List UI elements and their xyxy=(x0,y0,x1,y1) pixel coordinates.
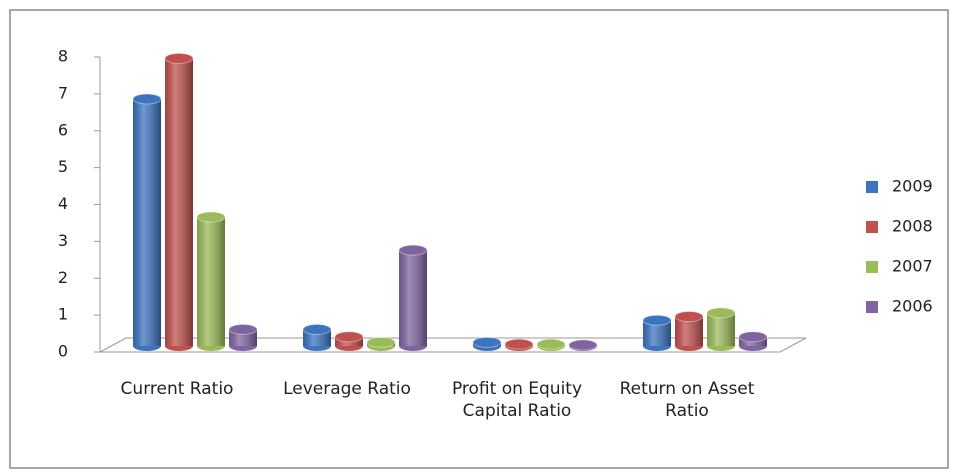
legend-swatch xyxy=(866,181,878,193)
legend-label: 2008 xyxy=(892,217,933,236)
bar xyxy=(738,331,768,351)
x-tick-label: Leverage Ratio xyxy=(283,379,411,399)
x-tick-label: Profit on Equity Capital Ratio xyxy=(451,379,583,421)
bar-shade xyxy=(165,58,193,346)
bar-top xyxy=(536,338,566,350)
y-tick-label: 1 xyxy=(58,305,68,324)
bar-top xyxy=(568,339,598,351)
x-tick-label: Return on Asset Ratio xyxy=(619,379,755,421)
y-tick-label: 4 xyxy=(58,194,68,213)
bar-top xyxy=(196,211,226,223)
y-tick-label: 8 xyxy=(58,47,68,66)
bar-shade xyxy=(133,98,161,346)
bar xyxy=(642,314,672,351)
bar xyxy=(504,338,534,351)
bar-top xyxy=(398,244,428,256)
bar xyxy=(706,307,736,351)
bar xyxy=(472,336,502,351)
bar xyxy=(366,336,396,351)
legend-label: 2009 xyxy=(892,177,933,196)
bar xyxy=(132,93,162,351)
legend-swatch xyxy=(866,261,878,273)
bar xyxy=(302,323,332,351)
bar-shade xyxy=(707,312,735,346)
bar-shade xyxy=(399,250,427,346)
bar-top xyxy=(504,338,534,350)
bar xyxy=(334,331,364,351)
bar-shade xyxy=(197,216,225,346)
y-tick-label: 0 xyxy=(58,342,68,361)
y-tick-label: 6 xyxy=(58,120,68,139)
bar xyxy=(536,338,566,351)
bar xyxy=(196,211,226,351)
bar-top xyxy=(366,336,396,348)
bar xyxy=(228,323,258,351)
y-tick-label: 2 xyxy=(58,268,68,287)
y-tick-label: 5 xyxy=(58,157,68,176)
bar-top xyxy=(642,314,672,326)
bar-top xyxy=(706,307,736,319)
bar-top xyxy=(164,52,194,64)
bar-top xyxy=(738,331,768,343)
y-tick-label: 3 xyxy=(58,231,68,250)
legend-swatch xyxy=(866,301,878,313)
legend-label: 2007 xyxy=(892,257,933,276)
bar xyxy=(164,52,194,351)
bar-top xyxy=(334,331,364,343)
legend-label: 2006 xyxy=(892,297,933,316)
floor xyxy=(99,337,807,353)
bar-top xyxy=(472,336,502,348)
bar xyxy=(398,244,428,351)
bar-top xyxy=(228,323,258,335)
bar xyxy=(674,311,704,351)
bar-top xyxy=(132,93,162,105)
legend-swatch xyxy=(866,221,878,233)
bar-top xyxy=(674,311,704,322)
bar-top xyxy=(302,323,332,335)
x-tick-label: Current Ratio xyxy=(120,379,234,399)
y-tick-label: 7 xyxy=(58,83,68,102)
bar xyxy=(568,339,598,351)
